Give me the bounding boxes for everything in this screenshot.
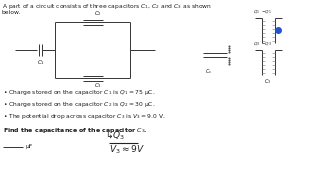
Text: $Q_3$  $-Q_3$: $Q_3$ $-Q_3$ bbox=[253, 41, 272, 48]
Text: μF: μF bbox=[25, 144, 32, 149]
Text: $C_2$: $C_2$ bbox=[94, 10, 102, 19]
Text: $C_1$: $C_1$ bbox=[37, 58, 45, 67]
Text: ↳$Q_3$: ↳$Q_3$ bbox=[105, 129, 125, 141]
Text: $V_3 \approx 9V$: $V_3 \approx 9V$ bbox=[109, 144, 145, 156]
Text: • The potential drop across capacitor $C_3$ is $V_3 = 9.0$ V.: • The potential drop across capacitor $C… bbox=[3, 112, 165, 121]
Text: A part of a circuit consists of three capacitors $C_1$, $C_2$ and $C_3$ as shown: A part of a circuit consists of three ca… bbox=[2, 2, 212, 11]
Text: $C_3$: $C_3$ bbox=[264, 77, 271, 86]
Text: Find the capacitance of the capacitor $C_3$.: Find the capacitance of the capacitor $C… bbox=[3, 126, 148, 135]
Text: $C_s$: $C_s$ bbox=[205, 67, 212, 76]
Text: $C_3$: $C_3$ bbox=[94, 82, 102, 90]
Text: below.: below. bbox=[2, 10, 21, 15]
Text: • Charge stored on the capacitor $C_2$ is $Q_2 = 30$ μC.: • Charge stored on the capacitor $C_2$ i… bbox=[3, 100, 155, 109]
Text: $Q_1$  $-Q_1$: $Q_1$ $-Q_1$ bbox=[253, 9, 272, 16]
Text: • Charge stored on the capacitor $C_1$ is $Q_1 = 75$ μC.: • Charge stored on the capacitor $C_1$ i… bbox=[3, 88, 155, 97]
